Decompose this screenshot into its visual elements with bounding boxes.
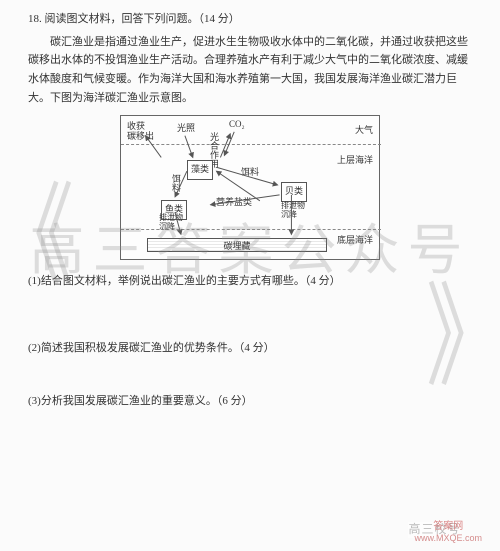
stamp-line1: 答案网: [414, 520, 482, 533]
diagram-arrows: [121, 116, 379, 259]
sub-question-3: (3)分析我国发展碳汇渔业的重要意义。（6 分）: [28, 392, 472, 411]
stamp: 高三校号 答案网 www.MXQE.com: [414, 520, 482, 545]
sub-question-2: (2)简述我国积极发展碳汇渔业的优势条件。（4 分）: [28, 339, 472, 358]
question-number: 18.: [28, 13, 42, 25]
sub-question-1: (1)结合图文材料，举例说出碳汇渔业的主要方式有哪些。（4 分）: [28, 272, 472, 291]
question-header: 18. 阅读图文材料，回答下列问题。（14 分）: [28, 10, 472, 29]
stamp-line2: www.MXQE.com: [414, 533, 482, 545]
diagram-container: CO₂ 大气 上层海洋 底层海洋 收获 碳移出 光照 光合作用 藻类 贝类 鱼类…: [28, 115, 472, 260]
exam-page: 18. 阅读图文材料，回答下列问题。（14 分） 碳汇渔业是指通过渔业生产，促进…: [0, 0, 500, 421]
question-prompt: 阅读图文材料，回答下列问题。（14 分）: [45, 13, 240, 25]
carbon-sink-diagram: CO₂ 大气 上层海洋 底层海洋 收获 碳移出 光照 光合作用 藻类 贝类 鱼类…: [120, 115, 380, 260]
question-intro: 碳汇渔业是指通过渔业生产，促进水生生物吸收水体中的二氧化碳，并通过收获把这些碳移…: [28, 33, 472, 108]
